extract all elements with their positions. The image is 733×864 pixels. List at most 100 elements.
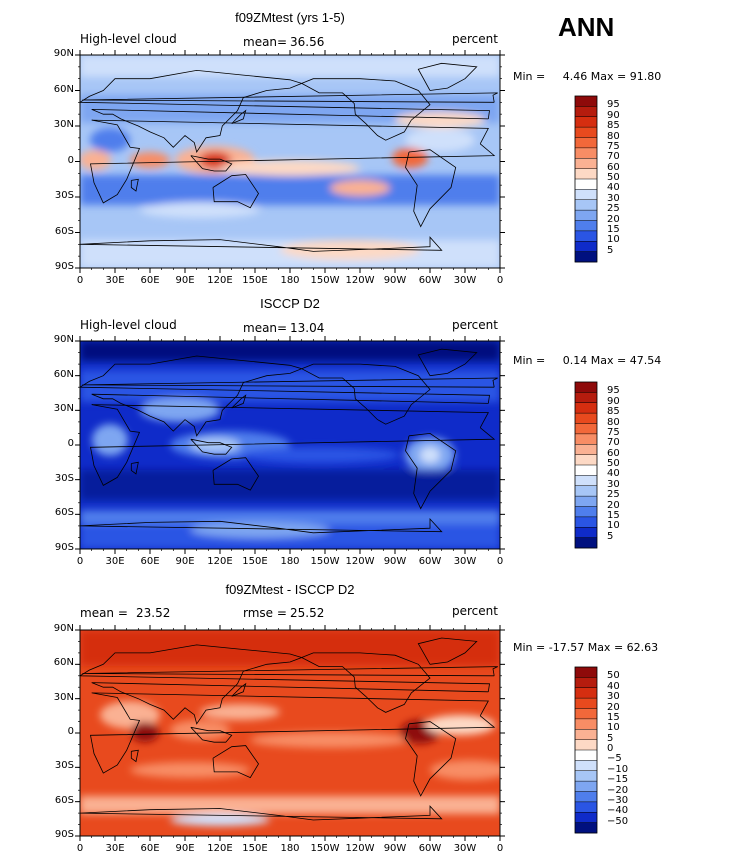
panel-1-ytick-label: 90N <box>53 48 74 59</box>
panel-2-xtick-label: 0 <box>496 556 504 567</box>
panel-1-xtick-label: 90W <box>383 275 407 286</box>
panel-1-colorbar-swatch <box>575 147 597 159</box>
panel-1-xtick-label: 60W <box>418 275 442 286</box>
panel-1-colorbar-label: 25 <box>607 203 620 215</box>
panel-2-ytick-label: 60S <box>54 507 74 519</box>
panel-1-xtick-label: 180 <box>280 275 300 286</box>
panel-3-stat-label: rmse = <box>243 606 287 620</box>
panel-1-xtick-label: 90E <box>175 275 195 286</box>
panel-3-colorbar-label: 50 <box>607 670 620 682</box>
panel-1-xtick-label: 150W <box>310 275 340 286</box>
panel-2-xtick-label: 30W <box>453 556 477 567</box>
panel-3-colorbar-swatch <box>575 781 597 792</box>
panel-3-colorbar-swatch <box>575 687 597 699</box>
panel-1-xtick-label: 150E <box>242 275 268 286</box>
panel-2-colorbar-label: 25 <box>607 489 620 501</box>
panel-3-colorbar-swatch <box>575 812 597 823</box>
panel-3-colorbar-label: −40 <box>607 805 629 817</box>
panel-1-field <box>80 55 500 268</box>
panel-3-coastlines <box>80 637 498 821</box>
panel-3-colorbar-label: −50 <box>607 815 629 827</box>
panel-3-colorbar-label: −5 <box>607 753 622 765</box>
panel-2-colorbar-label: 5 <box>607 530 614 542</box>
panel-2-colorbar-swatch <box>575 475 597 487</box>
panel-3-colorbar-label: 40 <box>607 680 620 692</box>
panel-3-colorbar-label: 10 <box>607 722 620 734</box>
panel-2-colorbar-swatch <box>575 516 597 528</box>
panel-1-ytick-label: 0 <box>67 154 74 166</box>
panel-2-colorbar-label: 80 <box>607 416 620 428</box>
panel-1-colorbar-swatch <box>575 137 597 149</box>
panel-1-coastlines <box>80 62 498 252</box>
panel-3-colorbar-label: −10 <box>607 763 629 775</box>
panel-1-minmax: Min = 4.46 Max = 91.80 <box>513 70 662 83</box>
panel-3-xtick-label: 0 <box>496 843 504 854</box>
panel-2-xtick-label: 150E <box>242 556 268 567</box>
panel-3-colorbar-swatch <box>575 770 597 782</box>
panel-3-ytick-label: 30S <box>54 760 74 772</box>
panel-3-xtick-label: 60E <box>140 843 160 854</box>
panel-3-colorbar-swatch <box>575 791 597 803</box>
panel-1-ytick-label: 30S <box>54 190 74 201</box>
panel-1-ytick-label: 30N <box>53 119 74 130</box>
panel-1-colorbar-swatch <box>575 189 597 201</box>
panel-3-minmax: Min = -17.57 Max = 62.63 <box>513 641 659 654</box>
panel-2-xtick-label: 150W <box>310 556 340 567</box>
panel-1-colorbar-label: 10 <box>607 234 620 246</box>
panel-1-xtick-label: 120E <box>207 275 233 286</box>
panel-3-stat-value: 25.52 <box>290 606 325 620</box>
panel-3-ytick-label: 60S <box>54 794 74 806</box>
panel-2-colorbar-swatch <box>575 444 597 455</box>
panel-1-colorbar-label: 60 <box>607 161 620 173</box>
panel-2-xtick-label: 30E <box>105 556 125 567</box>
panel-3-colorbar-swatch <box>575 708 597 720</box>
panel-2-colorbar-label: 90 <box>607 395 620 407</box>
panel-1-colorbar-swatch <box>575 251 597 263</box>
panel-3-xtick-label: 30W <box>453 843 477 854</box>
panel-2-colorbar-label: 15 <box>607 509 620 521</box>
panel-3-colorbar-swatch <box>575 822 597 834</box>
panel-1-colorbar-swatch <box>575 179 597 190</box>
panel-2-xtick-label: 60W <box>418 556 442 567</box>
panel-1-colorbar-label: 90 <box>607 109 620 121</box>
panel-2-xtick-label: 120E <box>207 556 233 567</box>
panel-1-left-label: High-level cloud <box>80 32 177 46</box>
panel-3-xtick-label: 120W <box>345 843 375 854</box>
panel-2-colorbar-label: 10 <box>607 520 620 532</box>
panel-1-xtick-label: 120W <box>345 275 375 286</box>
panel-3-xtick-label: 30E <box>105 843 125 854</box>
panel-3-colorbar-swatch <box>575 718 597 730</box>
season-label: ANN <box>558 12 615 42</box>
panel-1-xtick-label: 0 <box>496 275 504 286</box>
panel-3-xtick-label: 180 <box>280 843 300 854</box>
panel-2-ytick-label: 60N <box>53 368 74 380</box>
panel-2-ytick-label: 30S <box>54 472 74 484</box>
panel-2-colorbar-swatch <box>575 433 597 445</box>
panel-2-field <box>80 341 500 549</box>
panel-1-stat-label: mean= <box>243 35 288 49</box>
panel-3-colorbar-label: 20 <box>607 701 620 713</box>
panel-2-minmax: Min = 0.14 Max = 47.54 <box>513 354 662 367</box>
panel-3-colorbar-swatch <box>575 667 597 678</box>
panel-2-colorbar-label: 75 <box>607 426 620 438</box>
panel-3-colorbar-swatch <box>575 729 597 740</box>
panel-2-colorbar-swatch <box>575 454 597 466</box>
panel-3-colorbar-swatch <box>575 698 597 709</box>
panel-2-xtick-label: 90E <box>175 556 195 567</box>
panel-1-xtick-label: 30W <box>453 275 477 286</box>
panel-2-title: ISCCP D2 <box>260 296 320 311</box>
panel-2-ytick-label: 30N <box>53 403 74 415</box>
panel-3-xtick-label: 90E <box>175 843 195 854</box>
panel-3-xtick-label: 150W <box>310 843 340 854</box>
panel-2-colorbar-label: 20 <box>607 499 620 511</box>
panel-3-xtick-label: 150E <box>242 843 268 854</box>
panel-1-xtick-label: 30E <box>105 275 125 286</box>
panel-2-colorbar-label: 30 <box>607 478 620 490</box>
panel-1-colorbar-swatch <box>575 96 597 107</box>
panel-1-colorbar-label: 95 <box>607 99 620 111</box>
panel-1-colorbar-swatch <box>575 106 597 118</box>
panel-2-colorbar-label: 85 <box>607 406 620 418</box>
panel-3-xtick-label: 0 <box>76 843 84 854</box>
panel-3-colorbar-label: −20 <box>607 784 629 796</box>
panel-3-units: percent <box>452 604 498 618</box>
